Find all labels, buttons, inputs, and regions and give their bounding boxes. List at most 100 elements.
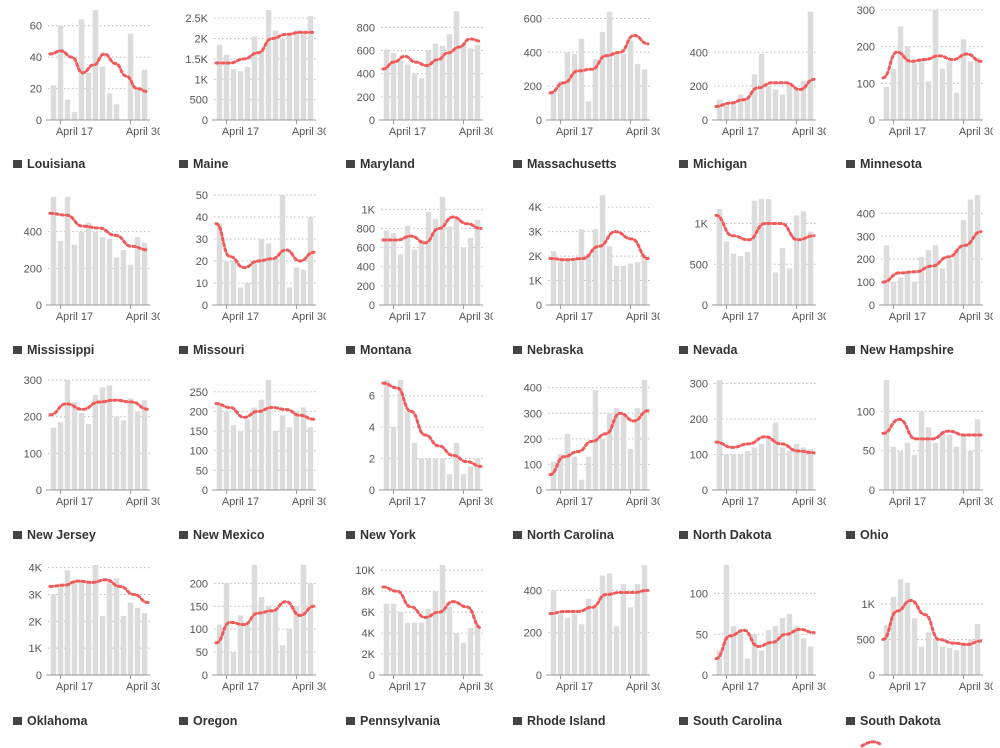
bar: [279, 38, 286, 120]
bar: [293, 411, 300, 490]
state-shape-icon: [346, 717, 355, 725]
bar: [251, 407, 258, 490]
y-tick-label: 50: [696, 629, 708, 641]
y-tick-label: 4K: [362, 628, 376, 640]
bar: [453, 633, 460, 675]
y-tick-label: 500: [690, 259, 708, 271]
bar: [606, 413, 613, 490]
bar: [71, 112, 78, 120]
bar: [99, 66, 106, 120]
avg-line: [881, 598, 983, 646]
state-label: New Jersey: [13, 528, 96, 542]
y-tick-label: 1.5K: [185, 54, 208, 66]
bar: [550, 92, 557, 120]
bar: [425, 458, 432, 490]
bar: [411, 249, 418, 305]
y-tick-label: 1K: [195, 74, 209, 86]
state-label: Nebraska: [513, 343, 583, 357]
bar: [474, 219, 481, 305]
bar: [890, 68, 897, 120]
bar: [113, 578, 120, 675]
bar: [807, 449, 814, 490]
bar: [50, 594, 57, 675]
bar: [432, 591, 439, 675]
bar: [92, 565, 99, 675]
state-label: Nevada: [679, 343, 737, 357]
x-tick-label: April 17: [722, 126, 759, 138]
bar: [932, 442, 939, 490]
bar: [307, 16, 314, 120]
bar: [786, 613, 793, 675]
x-tick-label: April 30: [959, 126, 993, 138]
bar: [460, 247, 467, 305]
bar: [960, 435, 967, 490]
bar: [265, 380, 272, 490]
state-label: Louisiana: [13, 157, 85, 171]
bar: [946, 435, 953, 490]
y-tick-label: 100: [24, 448, 42, 460]
x-tick-label: April 17: [556, 681, 593, 693]
avg-line: [381, 381, 483, 468]
bar: [599, 575, 606, 675]
bar: [946, 648, 953, 675]
state-shape-icon: [679, 346, 688, 354]
y-tick-label: 40: [30, 52, 42, 64]
y-tick-label: 150: [190, 426, 208, 438]
bar: [779, 617, 786, 675]
state-label: Rhode Island: [513, 714, 605, 728]
bar: [751, 200, 758, 305]
bar: [960, 645, 967, 675]
state-label: Michigan: [679, 157, 747, 171]
bar: [730, 253, 737, 305]
x-tick-label: April 17: [222, 311, 259, 323]
bar: [716, 99, 723, 120]
state-name: Mississippi: [27, 343, 95, 357]
bar: [85, 581, 92, 675]
bar: [967, 450, 974, 490]
bar: [439, 458, 446, 490]
x-tick-label: April 17: [889, 311, 926, 323]
y-tick-label: 2K: [362, 649, 376, 661]
bar: [265, 243, 272, 305]
bar: [251, 565, 258, 675]
state-label: South Dakota: [846, 714, 941, 728]
state-shape-icon: [179, 717, 188, 725]
y-tick-label: 1K: [362, 204, 376, 216]
bar: [627, 40, 634, 120]
bar: [57, 586, 64, 675]
chart-panel: 0 200 400 600 April 17 April 30: [524, 11, 660, 138]
avg-line: [214, 222, 316, 270]
bar: [300, 32, 307, 120]
y-tick-label: 4K: [529, 202, 543, 214]
bar: [883, 87, 890, 120]
avg-line: [548, 230, 650, 262]
y-tick-label: 300: [24, 375, 42, 387]
bar: [585, 598, 592, 675]
y-tick-label: 0: [202, 115, 208, 127]
y-tick-label: 600: [524, 13, 542, 25]
bar: [946, 259, 953, 305]
bar: [113, 104, 120, 120]
avg-line: [48, 398, 150, 417]
x-tick-label: April 30: [459, 311, 493, 323]
bar: [237, 287, 244, 305]
bar: [765, 630, 772, 675]
bar: [897, 579, 904, 675]
state-name: Nebraska: [527, 343, 584, 357]
bar: [432, 218, 439, 305]
bar: [744, 98, 751, 120]
bar: [918, 256, 925, 305]
bar: [890, 446, 897, 490]
state-name: Nevada: [693, 343, 738, 357]
y-tick-label: 6: [369, 391, 375, 403]
state-name: New York: [360, 528, 416, 542]
y-tick-label: 4K: [29, 563, 43, 575]
y-tick-label: 250: [190, 387, 208, 399]
bar: [599, 32, 606, 120]
chart-panel: 0 200 400 600 800 April 17 April 30: [357, 11, 493, 138]
bar: [237, 431, 244, 490]
bar: [793, 443, 800, 490]
state-shape-icon: [846, 531, 855, 539]
avg-line: [548, 409, 650, 477]
bar: [793, 89, 800, 120]
